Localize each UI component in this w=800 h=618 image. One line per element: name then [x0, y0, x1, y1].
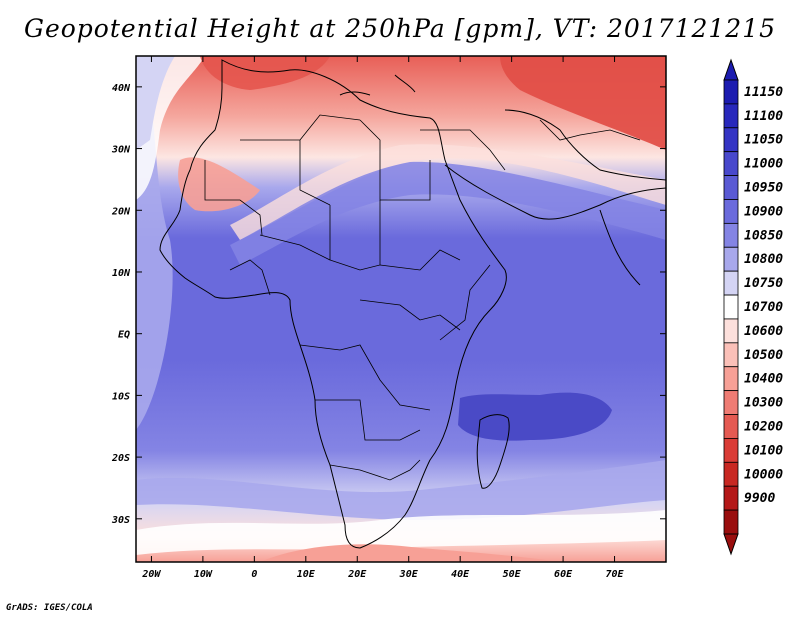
- colorbar-segment: [723, 461, 739, 487]
- x-tick-label: 30E: [399, 569, 419, 580]
- colorbar-segment: [723, 270, 739, 296]
- colorbar-label: 11150: [744, 85, 783, 100]
- y-tick-label: 10N: [112, 268, 131, 279]
- colorbar-label: 10750: [744, 276, 783, 291]
- coastlines: [159, 59, 666, 549]
- colorbar-segment: [723, 79, 739, 105]
- colorbar-label: 10600: [744, 324, 783, 339]
- height-field: [136, 56, 666, 562]
- x-tick-label: 20W: [141, 569, 161, 580]
- colorbar-label: 11000: [744, 157, 783, 172]
- y-tick-label: 20S: [111, 453, 130, 464]
- colorbar-segment: [723, 127, 739, 153]
- colorbar-segment: [723, 151, 739, 176]
- colorbar-segment: [723, 246, 739, 272]
- x-tick-label: 20E: [347, 569, 367, 580]
- x-tick-label: 50E: [503, 569, 522, 580]
- colorbar-segment: [723, 366, 739, 392]
- y-tick-label: 30N: [111, 145, 131, 156]
- colorbar-label: 10900: [744, 204, 783, 219]
- colorbar-segment: [723, 318, 739, 344]
- colorbar-segment: [723, 175, 739, 200]
- colorbar-segment: [723, 103, 739, 129]
- colorbar-segment: [723, 294, 739, 320]
- colorbar-segment: [723, 222, 739, 248]
- colorbar-segment: [723, 438, 739, 463]
- colorbar-segment: [723, 199, 739, 224]
- colorbar-label: 10500: [744, 348, 783, 363]
- footer-credit: GrADS: IGES/COLA: [6, 603, 93, 613]
- colorbar-segment: [723, 342, 739, 368]
- colorbar: 11150 11100 11050 11000 10950 10900 10850 10800…: [723, 58, 783, 556]
- x-tick-label: 40E: [451, 569, 470, 580]
- y-tick-label: EQ: [118, 330, 130, 341]
- colorbar-segment: [723, 390, 739, 415]
- colorbar-label: 10950: [744, 181, 783, 196]
- y-tick-label: 10S: [112, 391, 130, 402]
- x-tick-label: 70E: [606, 569, 625, 580]
- longitude-axis: 20W 10W 0 10E 20E 30E 40E 50E 60E 70E: [141, 56, 625, 580]
- latitude-axis: 40N 30N 20N 10N EQ 10S 20S 30S: [111, 83, 666, 526]
- colorbar-label: 10000: [744, 467, 783, 482]
- plot-frame: [135, 55, 667, 563]
- y-tick-label: 30S: [111, 515, 130, 526]
- colorbar-label: 10300: [744, 396, 783, 411]
- x-tick-label: 10W: [194, 569, 213, 580]
- map-title: Geopotential Height at 250hPa [gpm], VT:…: [23, 14, 777, 43]
- colorbar-segment: [723, 509, 739, 535]
- x-tick-label: 60E: [554, 569, 573, 580]
- y-tick-label: 40N: [112, 83, 131, 94]
- x-tick-label: 10E: [297, 569, 316, 580]
- colorbar-segment: [723, 485, 739, 511]
- x-tick-label: 0: [251, 569, 257, 580]
- country-borders: [204, 114, 641, 481]
- colorbar-segment: [723, 414, 739, 439]
- colorbar-label: 10400: [744, 372, 783, 387]
- colorbar-label: 10850: [744, 228, 783, 243]
- colorbar-label: 11050: [744, 133, 783, 148]
- colorbar-top-arrow: [723, 58, 739, 81]
- colorbar-bottom-arrow: [723, 533, 739, 556]
- colorbar-label: 10700: [744, 300, 783, 315]
- colorbar-label: 10800: [744, 252, 783, 267]
- colorbar-label: 10200: [744, 419, 783, 434]
- colorbar-label: 10100: [744, 443, 783, 458]
- y-tick-label: 20N: [111, 206, 131, 217]
- colorbar-label: 11100: [744, 109, 783, 124]
- colorbar-label: 9900: [744, 491, 775, 506]
